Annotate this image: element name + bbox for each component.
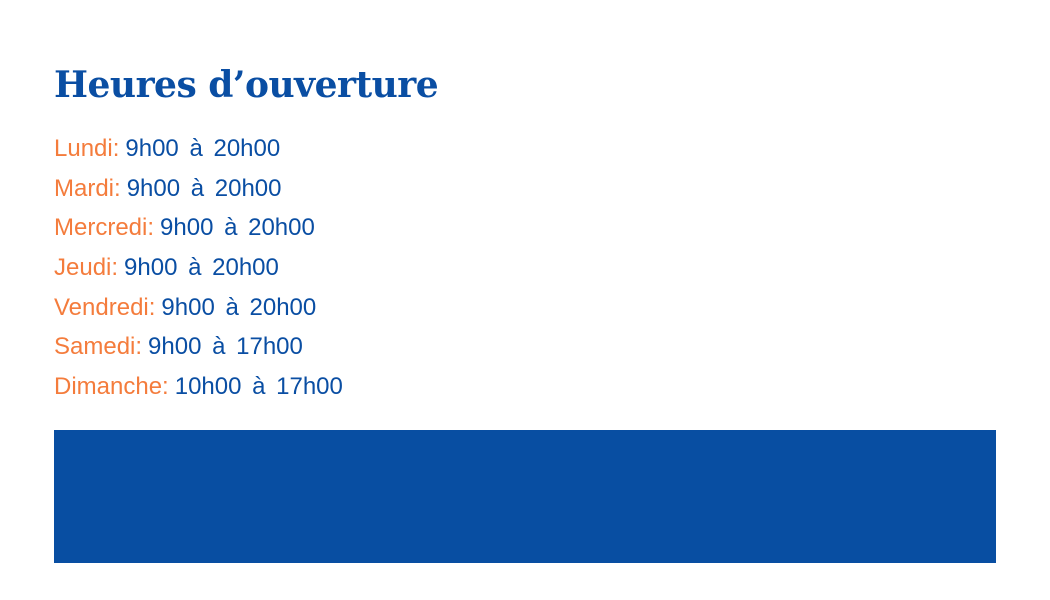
day-label: Samedi: [54,333,143,361]
hours-row: Vendredi: 9h00 à 20h00 [54,291,343,331]
time-range: 9h00 à 20h00 [161,293,317,321]
hours-row: Jeudi: 9h00 à 20h00 [54,251,343,291]
time-range: 9h00 à 20h00 [126,174,282,202]
hours-row: Mardi: 9h00 à 20h00 [54,172,343,212]
day-label: Mardi: [54,174,121,202]
day-label: Lundi: [54,135,120,162]
hours-row: Mercredi: 9h00 à 20h00 [54,211,343,251]
opening-hours-list: Lundi: 9h00 à 20h00 Mardi: 9h00 à 20h00 Merc… [54,132,343,410]
day-label: Vendredi: [54,293,156,321]
day-label: Mercredi: [54,214,155,242]
day-label: Jeudi: [54,254,119,282]
time-range: 9h00 à 17h00 [148,333,303,361]
time-range: 10h00 à 17h00 [174,373,343,401]
time-range: 9h00 à 20h00 [125,135,281,162]
time-range: 9h00 à 20h00 [124,254,279,282]
time-range: 9h00 à 20h00 [160,214,315,242]
blue-banner [54,430,996,563]
hours-row: Dimanche: 10h00 à 17h00 [54,370,343,410]
day-label: Dimanche: [54,373,169,401]
page-title: Heures d’ouverture [54,64,439,106]
hours-row: Lundi: 9h00 à 20h00 [54,132,343,172]
hours-row: Samedi: 9h00 à 17h00 [54,330,343,370]
